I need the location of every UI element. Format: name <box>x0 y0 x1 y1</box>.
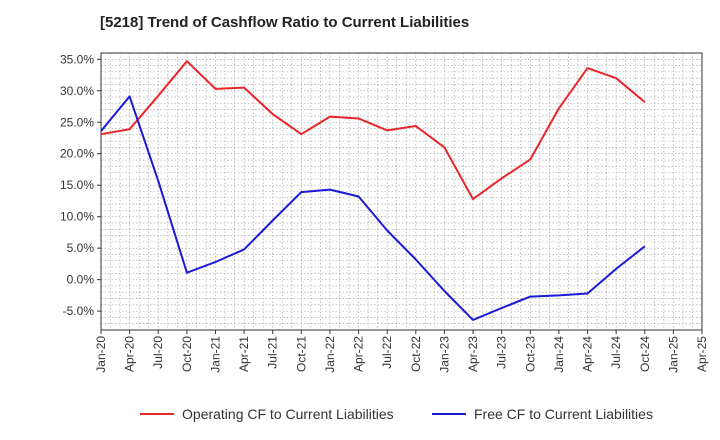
series-line-2 <box>100 95 646 321</box>
x-tick-label: Jan-23 <box>437 336 451 373</box>
x-tick-label: Apr-24 <box>581 336 595 372</box>
x-tick-label: Jul-21 <box>266 336 280 369</box>
x-tick-label: Oct-20 <box>180 336 194 372</box>
legend-label-2: Free CF to Current Liabilities <box>474 406 653 422</box>
y-tick-label: 0.0% <box>67 273 95 287</box>
series-line-1 <box>100 60 646 201</box>
x-tick-label: Jan-22 <box>323 336 337 373</box>
y-tick-label: 35.0% <box>60 52 94 66</box>
x-tick-label: Oct-21 <box>294 336 308 372</box>
chart-title: [5218] Trend of Cashflow Ratio to Curren… <box>100 14 470 31</box>
x-tick-label: Jan-24 <box>552 336 566 373</box>
x-tick-label: Oct-23 <box>523 336 537 372</box>
y-tick-label: 5.0% <box>67 241 95 255</box>
x-tick-label: Jul-23 <box>495 336 509 369</box>
x-tick-label: Apr-23 <box>466 336 480 372</box>
x-tick-label: Jul-24 <box>609 336 623 369</box>
x-tick-label: Jan-21 <box>208 336 222 373</box>
x-tick-label: Jan-20 <box>94 336 108 373</box>
x-tick-label: Jul-20 <box>151 336 165 369</box>
y-tick-label: 30.0% <box>60 84 94 98</box>
y-tick-label: 10.0% <box>60 210 94 224</box>
x-tick-label: Oct-24 <box>638 336 652 372</box>
x-tick-label: Jan-25 <box>666 336 680 373</box>
y-tick-label: -5.0% <box>63 304 95 318</box>
y-tick-label: 25.0% <box>60 115 94 129</box>
plot-border <box>100 52 703 331</box>
legend-label-1: Operating CF to Current Liabilities <box>182 406 394 422</box>
x-tick-label: Apr-21 <box>237 336 251 372</box>
y-tick-label: 20.0% <box>60 147 94 161</box>
x-tick-label: Apr-20 <box>123 336 137 372</box>
x-tick-label: Apr-22 <box>352 336 366 372</box>
x-tick-label: Apr-25 <box>695 336 709 372</box>
plot-area <box>101 53 702 330</box>
y-tick-label: 15.0% <box>60 178 94 192</box>
x-tick-label: Oct-22 <box>409 336 423 372</box>
x-tick-label: Jul-22 <box>380 336 394 369</box>
